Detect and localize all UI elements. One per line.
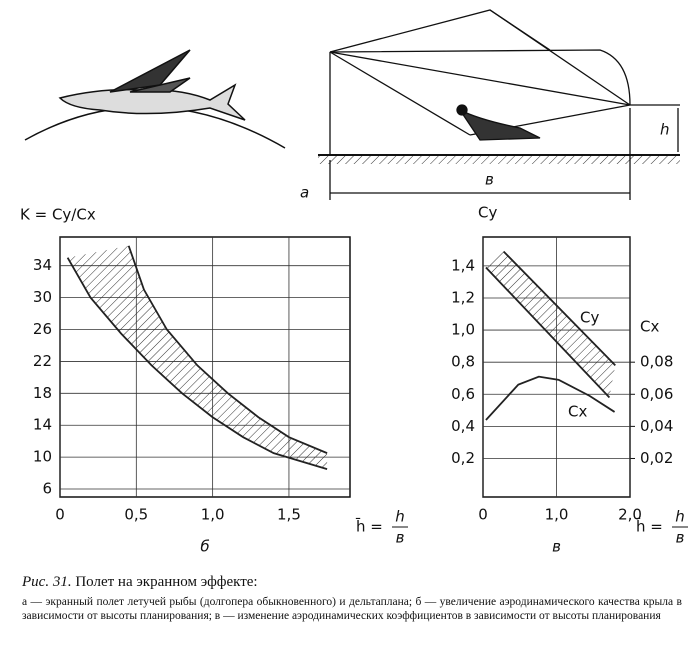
height-label: h bbox=[660, 121, 670, 139]
y-tick-label: 1,0 bbox=[451, 321, 475, 339]
series-line bbox=[127, 245, 328, 454]
y-tick-label: 10 bbox=[33, 448, 52, 466]
x-tick-label: 0 bbox=[478, 506, 488, 524]
band-fill bbox=[485, 251, 616, 398]
x-axis-label: h̄ = bbox=[356, 517, 383, 536]
y-tick-label: 0,6 bbox=[451, 385, 475, 403]
caption-title: Рис. 31. Полет на экранном эффекте: bbox=[22, 574, 682, 591]
y2-axis-label: Cx bbox=[640, 318, 659, 336]
y-tick-label: 6 bbox=[42, 480, 52, 498]
caption-lead: Рис. 31. bbox=[22, 574, 72, 590]
fish-illustration bbox=[24, 49, 286, 149]
annotation: Cx bbox=[568, 403, 587, 421]
x-axis-label-num: h bbox=[675, 508, 685, 526]
y-tick-label: 0,8 bbox=[451, 353, 475, 371]
y-tick-label: 0,2 bbox=[451, 449, 475, 467]
y2-tick-label: 0,08 bbox=[640, 353, 673, 371]
y-tick-label: 0,4 bbox=[451, 417, 475, 435]
caption-text: Полет на экранном эффекте: bbox=[75, 574, 258, 590]
panel-label: в bbox=[552, 538, 561, 556]
y-tick-label: 1,4 bbox=[451, 256, 475, 274]
y2-tick-label: 0,06 bbox=[640, 385, 673, 403]
y-tick-label: 34 bbox=[33, 256, 52, 274]
glider-illustration bbox=[318, 9, 680, 200]
x-axis-label-den: в bbox=[676, 529, 685, 547]
panel-label: б bbox=[200, 538, 209, 556]
x-axis-label-num: h bbox=[395, 508, 405, 526]
x-tick-label: 1,0 bbox=[201, 506, 225, 524]
series-line bbox=[485, 266, 611, 399]
caption: Рис. 31. Полет на экранном эффекте: а — … bbox=[22, 574, 682, 623]
x-tick-label: 1,5 bbox=[277, 506, 301, 524]
x-axis-label-den: в bbox=[396, 529, 405, 547]
panel-label: а bbox=[300, 184, 309, 202]
caption-body: а — экранный полет летучей рыбы (долгопе… bbox=[22, 596, 682, 622]
x-tick-label: 2,0 bbox=[618, 506, 642, 524]
y-axis-label: Cy bbox=[478, 204, 497, 222]
annotation: Cy bbox=[580, 309, 599, 327]
x-tick-label: 0,5 bbox=[124, 506, 148, 524]
y-tick-label: 1,2 bbox=[451, 288, 475, 306]
x-axis-label: h̄ = bbox=[636, 517, 663, 536]
band-fill bbox=[67, 245, 328, 470]
x-tick-label: 1,0 bbox=[545, 506, 569, 524]
x-tick-label: 0 bbox=[55, 506, 65, 524]
span-label: в bbox=[485, 171, 494, 189]
series-line bbox=[66, 257, 328, 470]
y-tick-label: 22 bbox=[33, 352, 52, 370]
y-tick-label: 18 bbox=[33, 384, 52, 402]
y2-tick-label: 0,04 bbox=[640, 417, 673, 435]
y-tick-label: 30 bbox=[33, 288, 52, 306]
y-tick-label: 14 bbox=[33, 416, 52, 434]
y-axis-label: K = Cy/Cx bbox=[20, 206, 96, 224]
y2-tick-label: 0,02 bbox=[640, 449, 673, 467]
series-line bbox=[502, 250, 616, 367]
y-tick-label: 26 bbox=[33, 320, 52, 338]
figure: а в h 6 10 14 18 22 26 30 34 0 0,5 1,0 1,5 K = Cy/Cx… bbox=[20, 9, 688, 556]
series-line bbox=[485, 375, 616, 421]
